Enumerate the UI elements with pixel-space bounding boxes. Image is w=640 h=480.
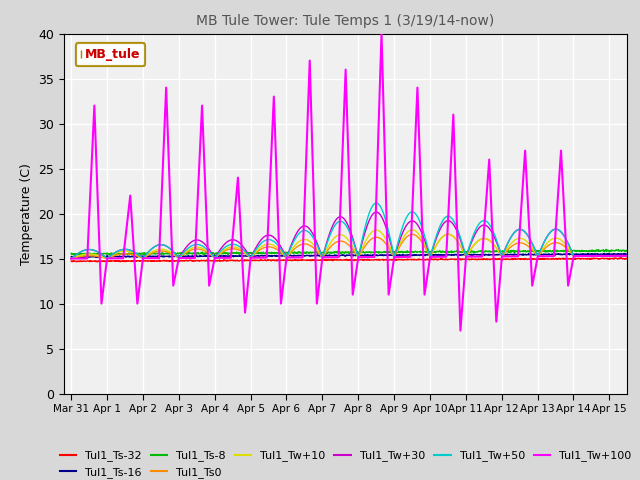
Tul1_Ts-16: [623, 251, 631, 257]
Tul1_Ts-32: [618, 255, 625, 261]
Tul1_Tw+50: [488, 227, 496, 232]
Tul1_Tw+30: [488, 230, 496, 236]
Tul1_Ts-32: [278, 257, 286, 263]
Tul1_Ts-8: [550, 249, 557, 254]
Tul1_Ts0: [623, 253, 631, 259]
Tul1_Ts0: [278, 251, 286, 256]
Legend: Tul1_Ts-32, Tul1_Ts-16, Tul1_Ts-8, Tul1_Ts0, Tul1_Tw+10, Tul1_Tw+30, Tul1_Tw+50,: Tul1_Ts-32, Tul1_Ts-16, Tul1_Ts-8, Tul1_…: [55, 446, 636, 480]
Tul1_Tw+30: [550, 227, 557, 232]
Line: Tul1_Tw+100: Tul1_Tw+100: [71, 34, 627, 331]
Tul1_Tw+10: [167, 250, 175, 255]
Tul1_Ts-16: [278, 253, 286, 259]
Tul1_Tw+30: [178, 251, 186, 257]
Tul1_Ts-8: [602, 247, 610, 252]
Tul1_Tw+50: [228, 241, 236, 247]
Tul1_Tw+10: [488, 240, 496, 246]
Tul1_Tw+100: [623, 253, 631, 259]
Tul1_Ts-32: [623, 256, 631, 262]
Tul1_Ts-16: [92, 254, 100, 260]
Tul1_Ts0: [488, 240, 496, 246]
Tul1_Ts0: [444, 231, 452, 237]
Tul1_Ts-16: [228, 253, 236, 259]
Tul1_Tw+100: [550, 248, 558, 253]
Tul1_Ts-8: [623, 248, 631, 253]
Tul1_Tw+10: [408, 227, 416, 233]
Tul1_Tw+10: [550, 236, 557, 241]
Tul1_Ts-16: [550, 252, 557, 257]
Tul1_Tw+10: [623, 253, 631, 259]
Tul1_Tw+50: [67, 256, 75, 262]
Tul1_Ts-8: [488, 249, 496, 255]
Tul1_Tw+30: [372, 209, 380, 215]
Tul1_Tw+50: [167, 247, 175, 252]
Tul1_Tw+30: [67, 256, 75, 262]
Tul1_Ts-32: [178, 258, 186, 264]
Tul1_Ts-16: [168, 253, 175, 259]
Tul1_Ts-8: [168, 251, 175, 257]
Tul1_Ts-8: [228, 251, 236, 256]
Tul1_Tw+10: [228, 244, 236, 250]
Tul1_Tw+100: [278, 291, 286, 297]
Tul1_Tw+30: [228, 237, 236, 243]
Tul1_Tw+100: [456, 328, 464, 334]
Tul1_Tw+30: [278, 246, 286, 252]
Line: Tul1_Tw+50: Tul1_Tw+50: [71, 203, 627, 259]
Tul1_Tw+100: [167, 220, 175, 226]
Tul1_Ts-16: [178, 253, 186, 259]
Tul1_Ts-8: [178, 250, 186, 255]
Tul1_Tw+100: [489, 233, 497, 239]
Tul1_Ts-16: [488, 252, 496, 258]
Tul1_Ts-32: [67, 258, 75, 264]
Tul1_Ts-16: [621, 251, 628, 256]
Tul1_Tw+10: [278, 250, 286, 255]
Line: Tul1_Ts-8: Tul1_Ts-8: [71, 250, 627, 255]
Tul1_Tw+100: [378, 31, 385, 36]
Tul1_Tw+50: [550, 227, 557, 232]
Tul1_Ts-8: [278, 250, 286, 255]
Tul1_Tw+50: [278, 248, 286, 253]
Tul1_Tw+50: [372, 200, 380, 206]
Tul1_Tw+100: [178, 255, 186, 261]
Tul1_Ts0: [178, 253, 186, 259]
Tul1_Ts-32: [228, 257, 236, 263]
Tul1_Ts-32: [168, 258, 175, 264]
Tul1_Tw+30: [167, 247, 175, 252]
Tul1_Tw+100: [67, 256, 75, 262]
Tul1_Tw+50: [178, 252, 186, 258]
Tul1_Ts0: [550, 240, 557, 246]
Line: Tul1_Ts-32: Tul1_Ts-32: [71, 258, 627, 262]
Title: MB Tule Tower: Tule Temps 1 (3/19/14-now): MB Tule Tower: Tule Temps 1 (3/19/14-now…: [196, 14, 495, 28]
Tul1_Ts0: [167, 251, 175, 256]
Line: Tul1_Ts0: Tul1_Ts0: [71, 234, 627, 259]
Tul1_Tw+10: [67, 256, 75, 262]
Tul1_Ts-8: [77, 252, 85, 258]
Tul1_Ts0: [67, 256, 75, 262]
Line: Tul1_Ts-16: Tul1_Ts-16: [71, 253, 627, 257]
Tul1_Ts-32: [93, 259, 101, 265]
Y-axis label: Temperature (C): Temperature (C): [20, 163, 33, 264]
Tul1_Ts-16: [67, 254, 75, 260]
Tul1_Tw+100: [228, 246, 236, 252]
Tul1_Ts-8: [67, 251, 75, 256]
Tul1_Tw+50: [623, 253, 631, 259]
Tul1_Ts0: [228, 246, 236, 252]
Line: Tul1_Tw+30: Tul1_Tw+30: [71, 212, 627, 259]
Line: Tul1_Tw+10: Tul1_Tw+10: [71, 230, 627, 259]
Tul1_Ts-32: [550, 256, 557, 262]
Tul1_Ts-32: [488, 256, 496, 262]
Tul1_Tw+10: [178, 252, 186, 258]
Tul1_Tw+30: [623, 253, 631, 259]
